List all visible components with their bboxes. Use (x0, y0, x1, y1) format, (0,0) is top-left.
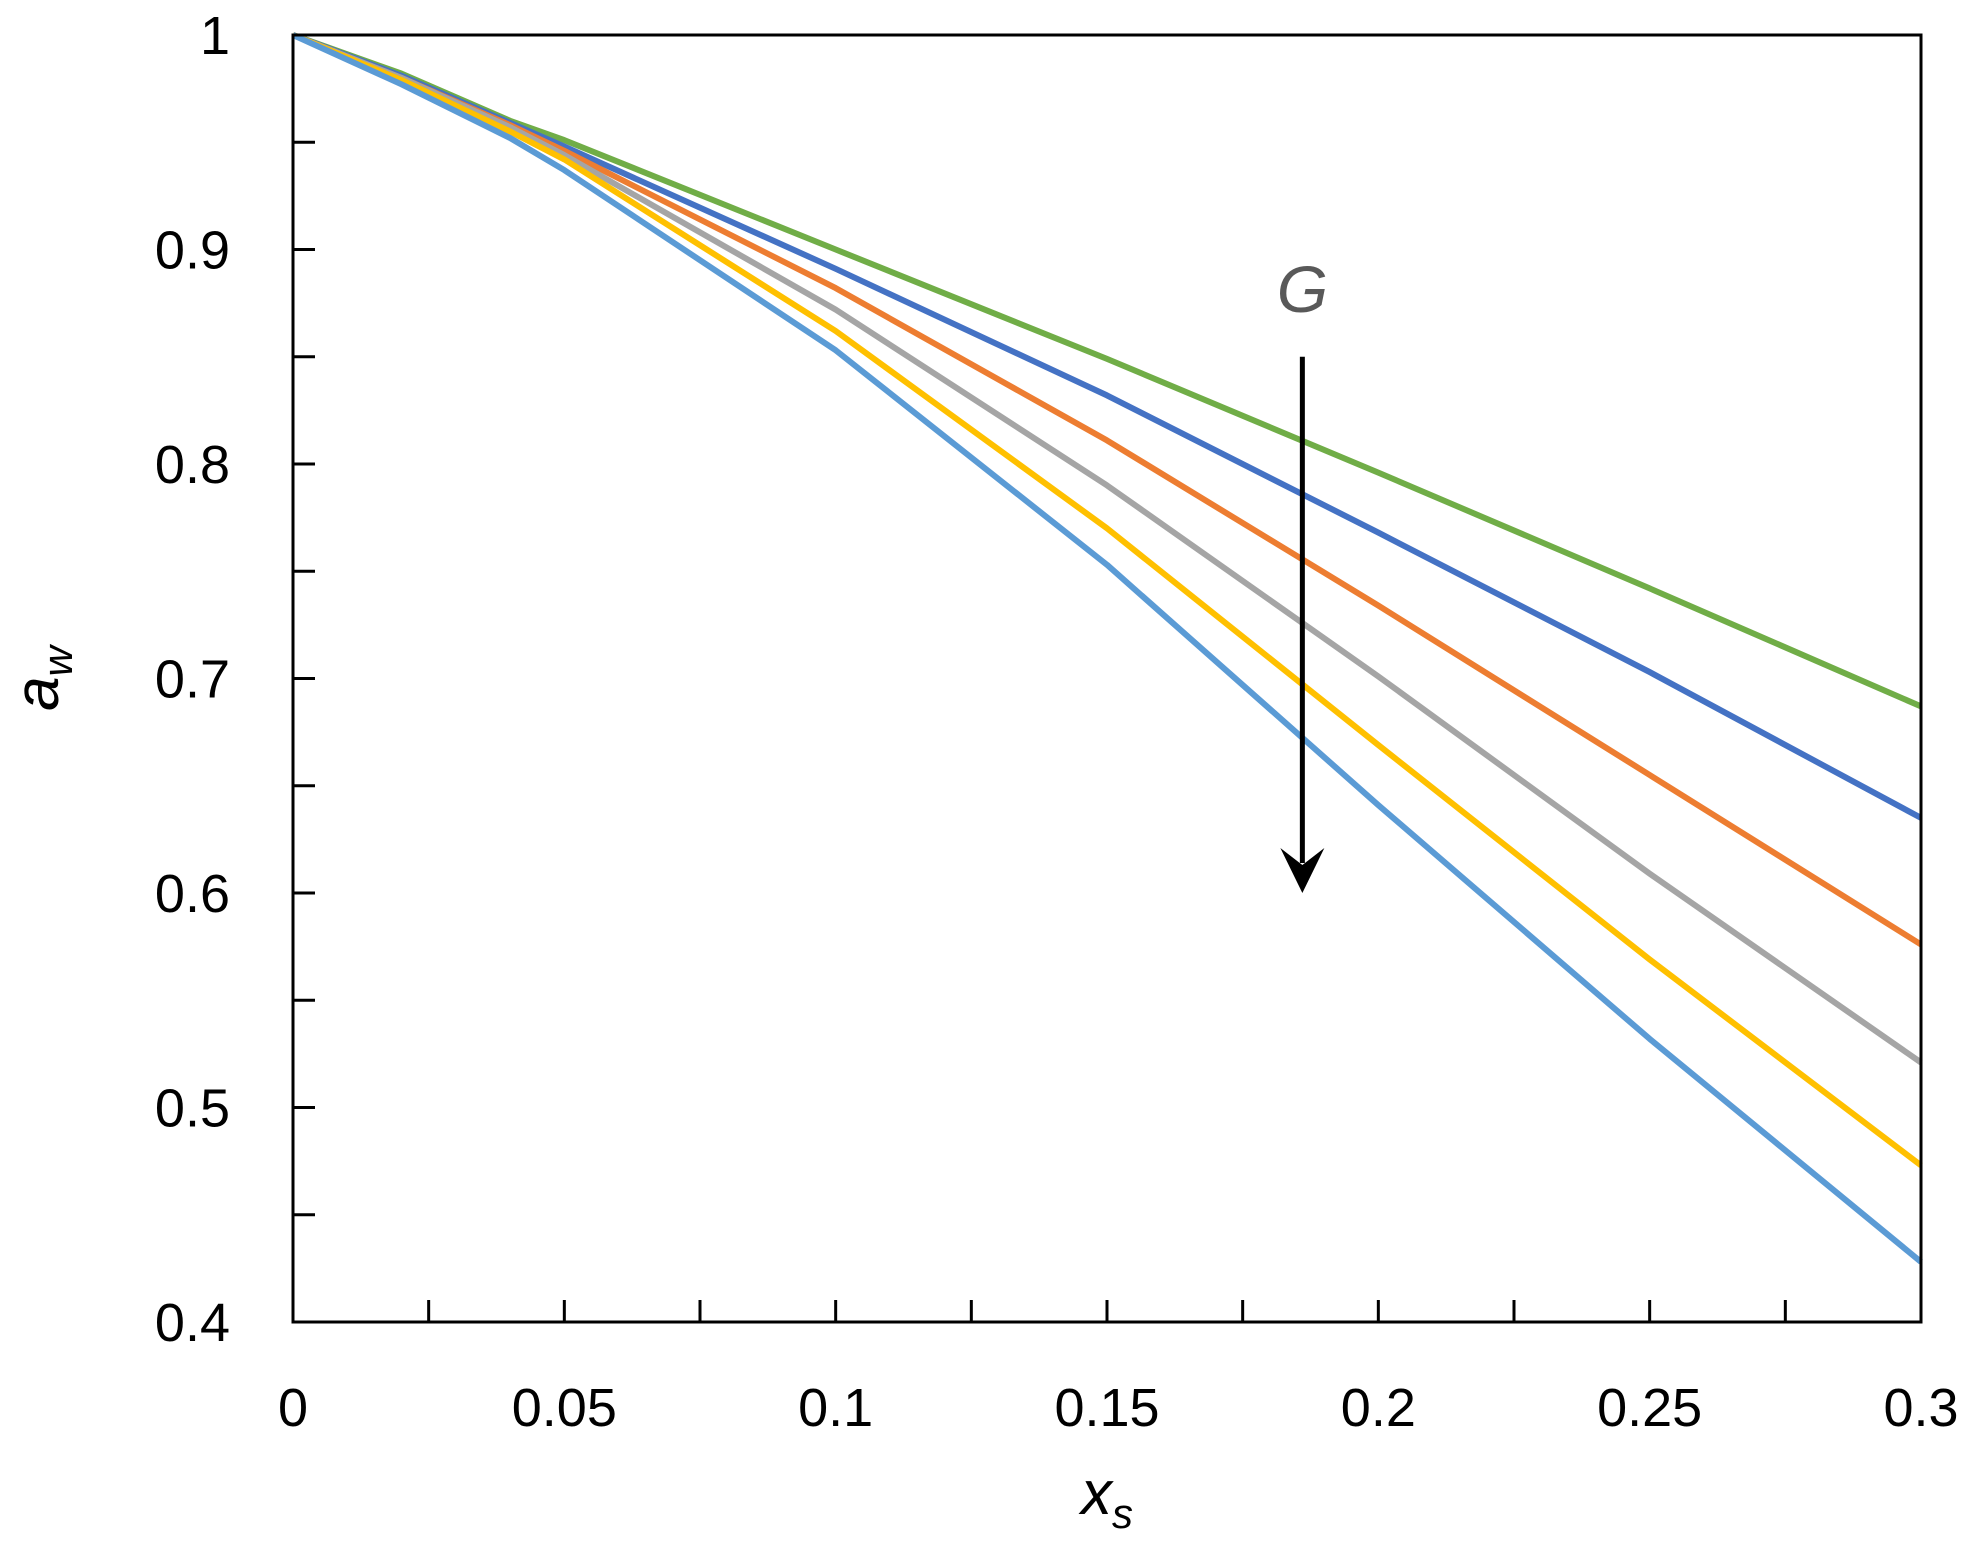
x-axis-title: xs (1078, 1459, 1133, 1537)
series-gray (291, 32, 1923, 1065)
annotation-label: G (1277, 252, 1328, 326)
series-lightblue (291, 32, 1923, 1265)
annotation-arrow-group: G (1277, 252, 1328, 893)
x-axis-title-main: x (1078, 1459, 1114, 1528)
x-tick-label: 0.1 (798, 1378, 873, 1438)
y-tick-label: 0.9 (155, 221, 230, 281)
x-tick-label: 0.15 (1054, 1378, 1159, 1438)
x-tick-label: 0 (278, 1378, 308, 1438)
y-tick-label: 1 (200, 6, 230, 66)
x-tick-label: 0.2 (1341, 1378, 1416, 1438)
series-orange (291, 32, 1923, 948)
x-tick-label: 0.05 (512, 1378, 617, 1438)
y-tick-label: 0.7 (155, 650, 230, 710)
series-layer (291, 32, 1923, 1265)
y-tick-label: 0.4 (155, 1293, 230, 1353)
y-axis-title-sub: w (34, 643, 81, 676)
ticks-layer (293, 140, 1787, 1322)
y-tick-label: 0.5 (155, 1079, 230, 1139)
plot-frame (291, 33, 1923, 1324)
annotation-arrow-head (1280, 848, 1325, 893)
x-axis-title-sub: s (1112, 1490, 1133, 1537)
series-yellow (291, 32, 1923, 1168)
x-tick-label: 0.3 (1883, 1378, 1958, 1438)
tick-labels-layer: 0 0.05 0.1 0.15 0.2 0.25 0.3 0.4 0.5 0.6 0.7 0.8 0.9… (155, 6, 1959, 1438)
x-tick-label: 0.25 (1597, 1378, 1702, 1438)
y-tick-label: 0.6 (155, 864, 230, 924)
y-axis-title: aw (3, 643, 81, 710)
y-axis-title-main: a (3, 676, 72, 710)
y-tick-label: 0.8 (155, 435, 230, 495)
